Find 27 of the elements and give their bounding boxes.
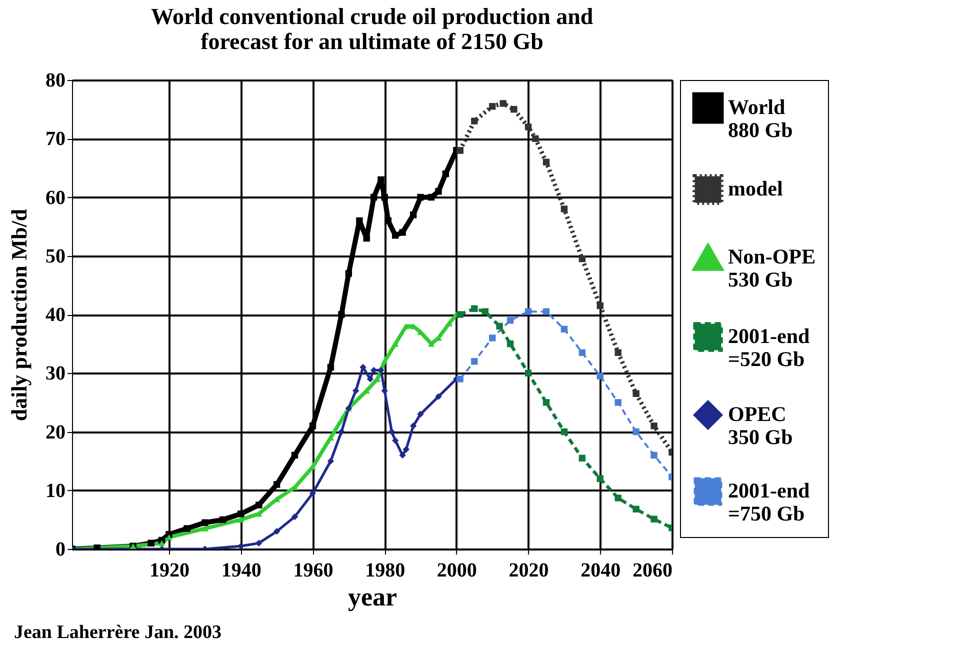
y-tick-label: 70 [46, 128, 66, 150]
legend-label: 2001-end =750 Gb [728, 478, 810, 526]
text: Jean Laherrère Jan. 2003 [14, 622, 222, 644]
y-axis-title: daily production Mb/d [6, 208, 32, 422]
legend-label: Non-OPE 530 Gb [728, 244, 816, 292]
x-tick-label: 1940 [221, 560, 262, 582]
y-tick-label: 50 [46, 245, 66, 268]
y-tick-label: 40 [46, 304, 66, 326]
y-tick-label: 10 [46, 480, 66, 502]
x-tick-label: 2000 [436, 560, 477, 582]
x-tick-label: 2040 [580, 560, 621, 582]
y-tick-label: 20 [46, 421, 66, 444]
x-tick-label: 1960 [293, 560, 334, 582]
legend-label: model [728, 176, 783, 200]
x-tick-label: 2060 [632, 560, 672, 582]
y-tick-label: 60 [46, 186, 66, 209]
x-tick-label: 2020 [508, 560, 549, 582]
chart-title: World conventional crude oil production and forecast for an ultimate of 2150 Gb [150, 4, 594, 54]
x-tick-label: 1980 [365, 560, 406, 582]
legend-label: 2001-end =520 Gb [728, 324, 810, 371]
legend-label: World 880 Gb [728, 95, 793, 142]
y-tick-label: 80 [46, 70, 66, 92]
y-tick-label: 0 [56, 538, 66, 560]
y-tick-label: 30 [46, 362, 66, 385]
x-axis-title: year [348, 582, 398, 612]
legend-label: OPEC 350 Gb [728, 402, 793, 449]
x-tick-label: 1920 [150, 560, 190, 582]
